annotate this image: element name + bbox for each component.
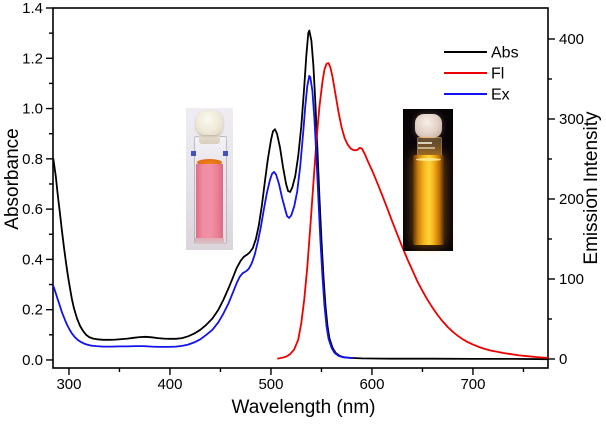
x-axis-title: Wavelength (nm) bbox=[232, 397, 376, 418]
y-right-tick-label: 400 bbox=[559, 31, 584, 48]
cuvette-label-text bbox=[418, 147, 435, 149]
series-line-abs bbox=[53, 29, 548, 361]
y-left-tick-label: 0.4 bbox=[22, 251, 43, 268]
cuvette-label-text bbox=[418, 142, 432, 144]
y-right-tick-label: 200 bbox=[559, 191, 584, 208]
glowing-orange-solution bbox=[413, 155, 444, 245]
cuvette-photo-daylight bbox=[186, 108, 233, 250]
series-line-fl bbox=[277, 62, 548, 360]
liquid-surface-glow bbox=[416, 158, 441, 161]
x-axis-tick-label: 300 bbox=[56, 376, 81, 393]
y-left-tick-label: 1.2 bbox=[22, 50, 43, 67]
x-axis-tick-label: 700 bbox=[460, 376, 485, 393]
cuvette-photo-uv bbox=[403, 109, 453, 251]
x-axis-tick-label: 500 bbox=[258, 376, 283, 393]
y-right-tick-label: 300 bbox=[559, 111, 584, 128]
y-left-tick-label: 0.6 bbox=[22, 201, 43, 218]
series-layer bbox=[53, 29, 548, 361]
holder-mark-right bbox=[223, 151, 228, 156]
series-line-ex bbox=[53, 75, 354, 359]
y-right-tick-label: 0 bbox=[559, 351, 567, 368]
y-left-tick-label: 0.0 bbox=[22, 352, 43, 369]
holder-mark-left bbox=[191, 151, 196, 156]
legend-label-abs: Abs bbox=[491, 45, 519, 62]
y-right-axis-title: Emission Intensity bbox=[581, 111, 602, 265]
y-left-tick-label: 1.4 bbox=[22, 0, 43, 17]
legend: Abs Fl Ex bbox=[444, 45, 519, 104]
plot-frame bbox=[52, 7, 549, 369]
y-left-axis-title: Absorbance bbox=[2, 128, 23, 229]
y-left-tick-label: 0.2 bbox=[22, 302, 43, 319]
y-left-tick-label: 1.0 bbox=[22, 101, 43, 118]
y-left-tick-label: 0.8 bbox=[22, 151, 43, 168]
cuvette-cap-base bbox=[199, 132, 220, 144]
legend-label-fl: Fl bbox=[491, 66, 504, 83]
cuvette-cap bbox=[415, 114, 442, 138]
x-axis-tick-label: 600 bbox=[359, 376, 384, 393]
cuvette-cap bbox=[196, 111, 223, 135]
pink-solution bbox=[196, 164, 223, 238]
x-axis-tick-label: 400 bbox=[157, 376, 182, 393]
legend-label-ex: Ex bbox=[491, 87, 510, 104]
y-right-tick-label: 100 bbox=[559, 271, 584, 288]
cuvette-base bbox=[195, 238, 224, 244]
liquid-meniscus bbox=[197, 159, 222, 166]
